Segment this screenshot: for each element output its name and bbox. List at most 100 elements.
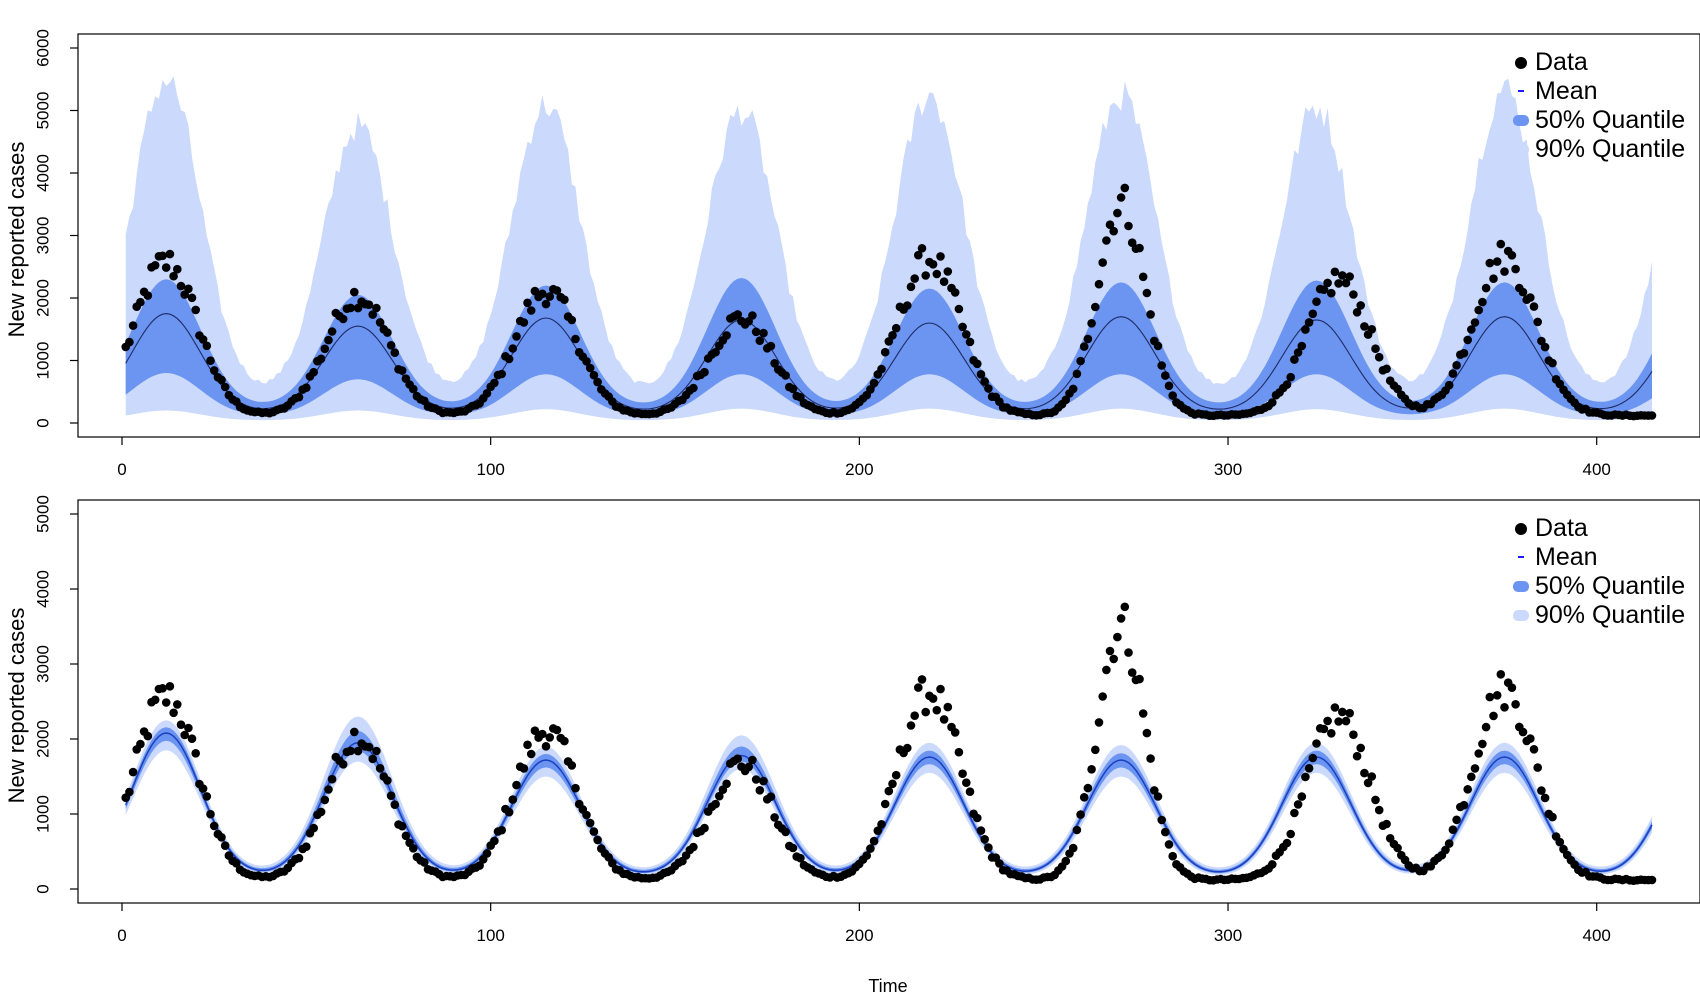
y-tick-label: 3000: [33, 217, 52, 255]
data-point: [1529, 302, 1539, 311]
data-point: [338, 760, 348, 769]
x-tick-label: 100: [476, 926, 504, 945]
data-point: [1135, 243, 1144, 253]
data-point: [567, 761, 577, 770]
data-point: [1474, 305, 1483, 315]
data-point: [1341, 278, 1351, 288]
data-point: [1087, 765, 1096, 774]
data-point: [390, 348, 400, 358]
data-point: [733, 754, 742, 763]
data-point: [921, 707, 930, 717]
data-point: [1120, 183, 1130, 193]
data-point: [766, 341, 776, 351]
data-point: [316, 807, 326, 817]
data-point: [346, 303, 355, 313]
data-point: [932, 705, 942, 715]
data-point: [722, 779, 731, 789]
data-point: [1334, 279, 1343, 288]
data-point: [1518, 727, 1528, 737]
data-point: [1485, 692, 1495, 702]
data-point: [733, 310, 742, 319]
x-tick-label: 0: [117, 926, 126, 945]
data-point: [372, 746, 381, 756]
data-point: [936, 684, 945, 694]
data-point: [1356, 301, 1365, 310]
data-point: [751, 775, 761, 784]
data-point: [751, 327, 761, 337]
data-point: [523, 740, 532, 750]
mean-line: [125, 313, 1653, 410]
data-point: [954, 304, 964, 314]
data-point: [1371, 795, 1380, 805]
data-point: [1120, 602, 1130, 612]
data-point: [1142, 728, 1152, 738]
data-point: [748, 311, 757, 320]
data-point: [128, 767, 138, 777]
data-point: [1334, 717, 1343, 726]
data-point: [209, 366, 219, 375]
data-point: [1323, 278, 1332, 288]
data-point: [1463, 335, 1472, 345]
x-tick-label: 100: [476, 460, 504, 479]
data-point: [939, 277, 949, 287]
data-point: [490, 836, 499, 846]
legend-band-marker: [1513, 610, 1529, 621]
data-point: [980, 835, 989, 844]
data-point: [866, 385, 875, 394]
data-point: [482, 389, 492, 398]
data-point: [1330, 703, 1340, 712]
data-point: [508, 344, 518, 353]
data-point: [409, 384, 418, 394]
data-point: [1164, 381, 1174, 391]
data-point: [1489, 274, 1498, 284]
data-point: [1076, 356, 1085, 366]
x-tick-label: 200: [845, 926, 873, 945]
data-point: [1068, 384, 1078, 394]
data-point: [324, 335, 333, 345]
data-point: [1489, 711, 1498, 721]
data-point: [1308, 309, 1318, 319]
data-point: [560, 736, 569, 746]
data-point: [206, 356, 215, 366]
data-point: [1444, 380, 1454, 390]
data-point: [1382, 819, 1391, 829]
data-point: [571, 783, 580, 793]
data-point: [888, 331, 897, 340]
data-point: [888, 779, 897, 789]
data-point: [1161, 827, 1170, 837]
top-panel: 0 1000 2000 3000 4000 5000 6000 0 100 200 300 400 Ne…: [4, 29, 1700, 479]
data-point: [869, 836, 879, 846]
data-point: [770, 359, 779, 368]
data-point: [585, 363, 595, 373]
data-point: [353, 746, 363, 756]
data-point: [136, 297, 145, 307]
data-point: [1526, 734, 1535, 743]
data-point: [1360, 322, 1369, 331]
data-point: [1109, 226, 1118, 236]
data-point: [884, 786, 894, 796]
data-point: [1312, 739, 1321, 748]
data-point: [950, 728, 960, 737]
data-point: [143, 291, 153, 300]
data-point: [165, 249, 175, 259]
y-tick-label: 2000: [33, 720, 52, 758]
x-axis-label: Time: [868, 976, 907, 996]
data-point: [338, 314, 348, 324]
data-point: [497, 825, 507, 835]
data-point: [560, 295, 569, 305]
data-point: [1297, 341, 1307, 351]
data-point: [320, 795, 330, 805]
data-point: [1297, 792, 1307, 801]
data-point: [125, 787, 134, 797]
data-point: [346, 746, 355, 756]
data-point: [1076, 810, 1085, 819]
data-point: [1061, 395, 1071, 405]
data-point: [294, 392, 304, 402]
data-point: [1382, 364, 1391, 374]
data-point: [165, 682, 175, 691]
data-point: [1116, 193, 1126, 202]
data-point: [880, 799, 890, 809]
data-point: [302, 842, 311, 851]
data-point: [420, 858, 429, 867]
data-point: [1138, 272, 1148, 282]
